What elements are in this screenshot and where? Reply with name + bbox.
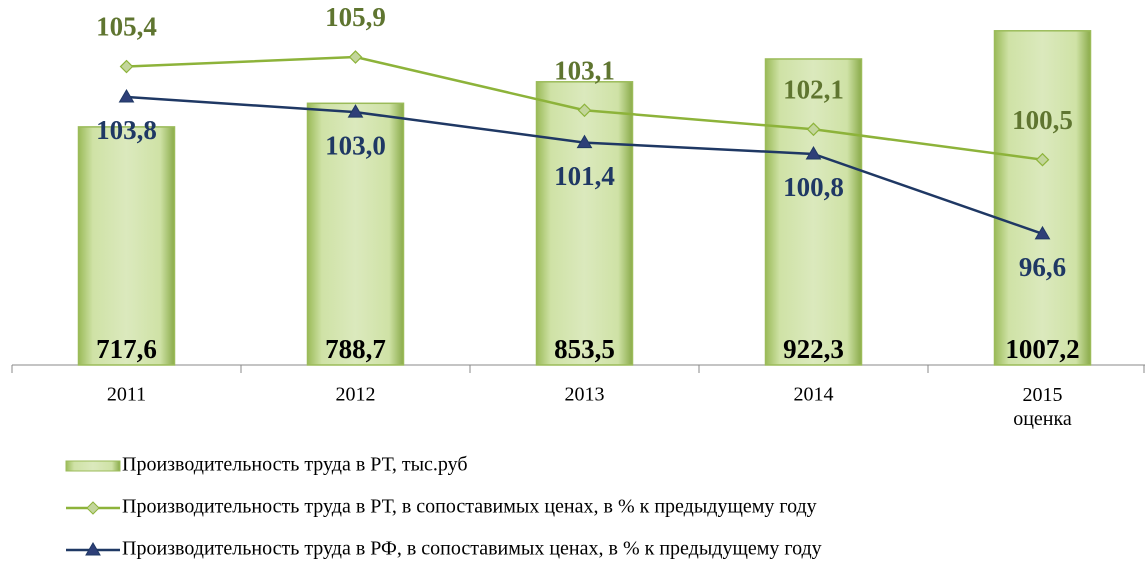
bar	[764, 58, 863, 366]
line-value-label: 103,1	[554, 55, 615, 85]
legend-swatch	[65, 460, 121, 472]
line-value-label: 105,9	[325, 2, 386, 32]
marker	[119, 59, 134, 74]
legend-marker	[85, 542, 101, 556]
marker	[806, 122, 821, 137]
line-value-label: 103,8	[96, 115, 157, 145]
x-tick-label: 2012	[336, 384, 376, 406]
legend-marker	[86, 501, 100, 515]
marker	[576, 134, 593, 149]
bar	[306, 102, 405, 366]
bar-value-label: 853,5	[554, 334, 615, 364]
marker	[347, 104, 364, 118]
bar	[77, 126, 176, 366]
bar-value-label: 717,6	[96, 334, 157, 364]
line-value-label: 102,1	[783, 74, 844, 104]
x-tick-label: 2015 оценка	[1013, 384, 1072, 430]
marker	[805, 145, 822, 160]
marker	[577, 103, 592, 118]
line-value-label: 100,8	[783, 172, 844, 202]
marker	[1035, 152, 1050, 167]
line-value-label: 105,4	[96, 12, 157, 42]
bar	[993, 30, 1092, 366]
x-tick-label: 2011	[107, 384, 146, 406]
bar	[535, 81, 634, 366]
bar-value-label: 922,3	[783, 334, 844, 364]
bar-value-label: 1007,2	[1005, 334, 1079, 364]
legend-label: Производительность труда в РТ, в сопоста…	[122, 496, 817, 518]
line-value-label: 103,0	[325, 130, 386, 160]
x-tick-label: 2014	[794, 384, 834, 406]
line-value-label: 100,5	[1012, 105, 1073, 135]
line-value-label: 96,6	[1019, 252, 1066, 282]
x-tick-label: 2013	[565, 384, 605, 406]
line-value-label: 101,4	[554, 161, 615, 191]
marker	[1034, 225, 1051, 240]
legend-label: Производительность труда в РФ, в сопоста…	[122, 538, 822, 560]
bar-value-label: 788,7	[325, 334, 386, 364]
marker	[348, 50, 363, 64]
marker	[118, 88, 135, 103]
legend-label: Производительность труда в РТ, тыс.руб	[122, 454, 468, 476]
